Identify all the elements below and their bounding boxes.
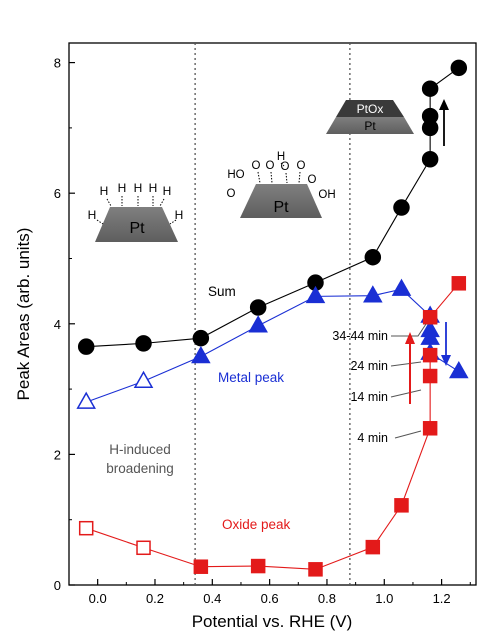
sum-series-label: Sum: [208, 284, 236, 299]
marker-triangle-1-0: [76, 391, 96, 409]
h-atom-5: H: [163, 184, 172, 198]
y-tick-label-0: 0: [54, 578, 61, 593]
h-atom-2: H: [118, 181, 127, 195]
marker-circle-0-3: [249, 299, 267, 316]
black-up-arrow: [439, 99, 449, 146]
oh-group: OH: [318, 189, 335, 201]
x-axis-title: Potential vs. RHE (V): [192, 612, 353, 631]
marker-square-2-0: [78, 520, 94, 536]
pt-hydrogen-schematic: Pt H H H H H H H: [88, 181, 184, 242]
marker-square-2-8: [422, 368, 438, 384]
x-tick-label-1: 0.2: [146, 591, 164, 606]
h-atom-7: H: [175, 208, 184, 222]
h-atom-3: H: [134, 181, 143, 195]
ptox-label: PtOx: [357, 102, 384, 116]
x-tick-label-2: 0.4: [203, 591, 221, 606]
y-tick-label-2: 4: [54, 317, 61, 332]
marker-square-2-1: [136, 540, 151, 556]
marker-circle-0-0: [77, 338, 95, 355]
time-leader-lines: [390, 323, 427, 439]
y-tick-label-3: 6: [54, 186, 61, 201]
marker-triangle-1-4: [305, 285, 326, 304]
marker-triangle-1-6: [391, 278, 412, 296]
marker-square-2-11: [451, 276, 467, 291]
time-label-4-min: 4 min: [357, 431, 388, 445]
metal-peak-series-label: Metal peak: [218, 370, 284, 385]
marker-square-2-2: [193, 559, 209, 574]
divider-lines: [194, 43, 351, 585]
time-label-34-44-min: 34-44 min: [332, 329, 388, 343]
oxide-peak-series-label: Oxide peak: [222, 517, 291, 532]
marker-triangle-1-11: [449, 360, 469, 379]
h-atom-4: H: [149, 181, 158, 195]
time-label-14-min: 14 min: [350, 390, 388, 404]
x-tick-label-3: 0.6: [261, 591, 279, 606]
ptox-schematic: PtOx Pt: [326, 100, 414, 134]
marker-triangle-1-3: [248, 315, 268, 333]
pt-label-3: Pt: [364, 119, 376, 133]
x-tick-label-0: 0.0: [89, 591, 107, 606]
marker-circle-0-9: [421, 107, 439, 125]
time-label-24-min: 24 min: [350, 359, 388, 373]
h-induced-label-line1: H-induced: [109, 442, 171, 457]
marker-square-2-6: [394, 498, 409, 513]
y-tick-label-1: 2: [54, 447, 61, 462]
y-axis-title: Peak Areas (arb. units): [14, 228, 33, 401]
axis-ticks: 0.0 0.2 0.4 0.6 0.8 1.0 1.2 0 2 4 6 8: [54, 56, 471, 606]
marker-circle-0-6: [393, 199, 410, 216]
plot-frame: [68, 42, 477, 586]
h-atom-1: H: [100, 184, 109, 198]
x-tick-label-5: 1.0: [375, 591, 393, 606]
o-atom-1: O: [252, 160, 261, 172]
marker-square-2-3: [250, 558, 266, 574]
h-atom-top: H: [277, 151, 285, 163]
marker-triangle-1-1: [133, 370, 154, 389]
pt-label-2: Pt: [273, 199, 289, 216]
series-markers: [76, 59, 469, 577]
x-tick-label-4: 0.8: [318, 591, 336, 606]
marker-square-2-4: [308, 562, 323, 577]
pt-oxygen-schematic: Pt H HO O O O O O O OH: [227, 151, 336, 218]
y-tick-label-4: 8: [54, 56, 61, 71]
o-atom-3: O: [281, 161, 290, 173]
marker-circle-0-1: [135, 335, 152, 352]
marker-circle-0-2: [192, 329, 210, 347]
o-atom-2: O: [266, 160, 275, 172]
marker-triangle-1-2: [191, 345, 211, 364]
red-up-arrow: [405, 332, 415, 404]
h-induced-label-line2: broadening: [106, 461, 174, 476]
marker-circle-0-11: [450, 59, 468, 77]
o-atom-5: O: [308, 174, 317, 186]
marker-triangle-1-5: [363, 285, 383, 303]
marker-square-2-5: [365, 539, 381, 555]
o-atom-4: O: [297, 160, 306, 172]
ho-group: HO: [227, 169, 244, 181]
x-tick-label-6: 1.2: [433, 591, 451, 606]
pt-label: Pt: [129, 220, 145, 237]
marker-circle-0-7: [421, 150, 439, 168]
o-atom-6: O: [227, 188, 236, 200]
marker-square-2-9: [422, 347, 438, 363]
marker-circle-0-10: [421, 80, 439, 97]
marker-square-2-7: [422, 421, 438, 436]
marker-square-2-10: [422, 310, 438, 325]
series-lines: [86, 67, 460, 570]
marker-circle-0-5: [364, 248, 382, 266]
h-atom-6: H: [88, 208, 97, 222]
blue-down-arrow: [441, 322, 451, 366]
